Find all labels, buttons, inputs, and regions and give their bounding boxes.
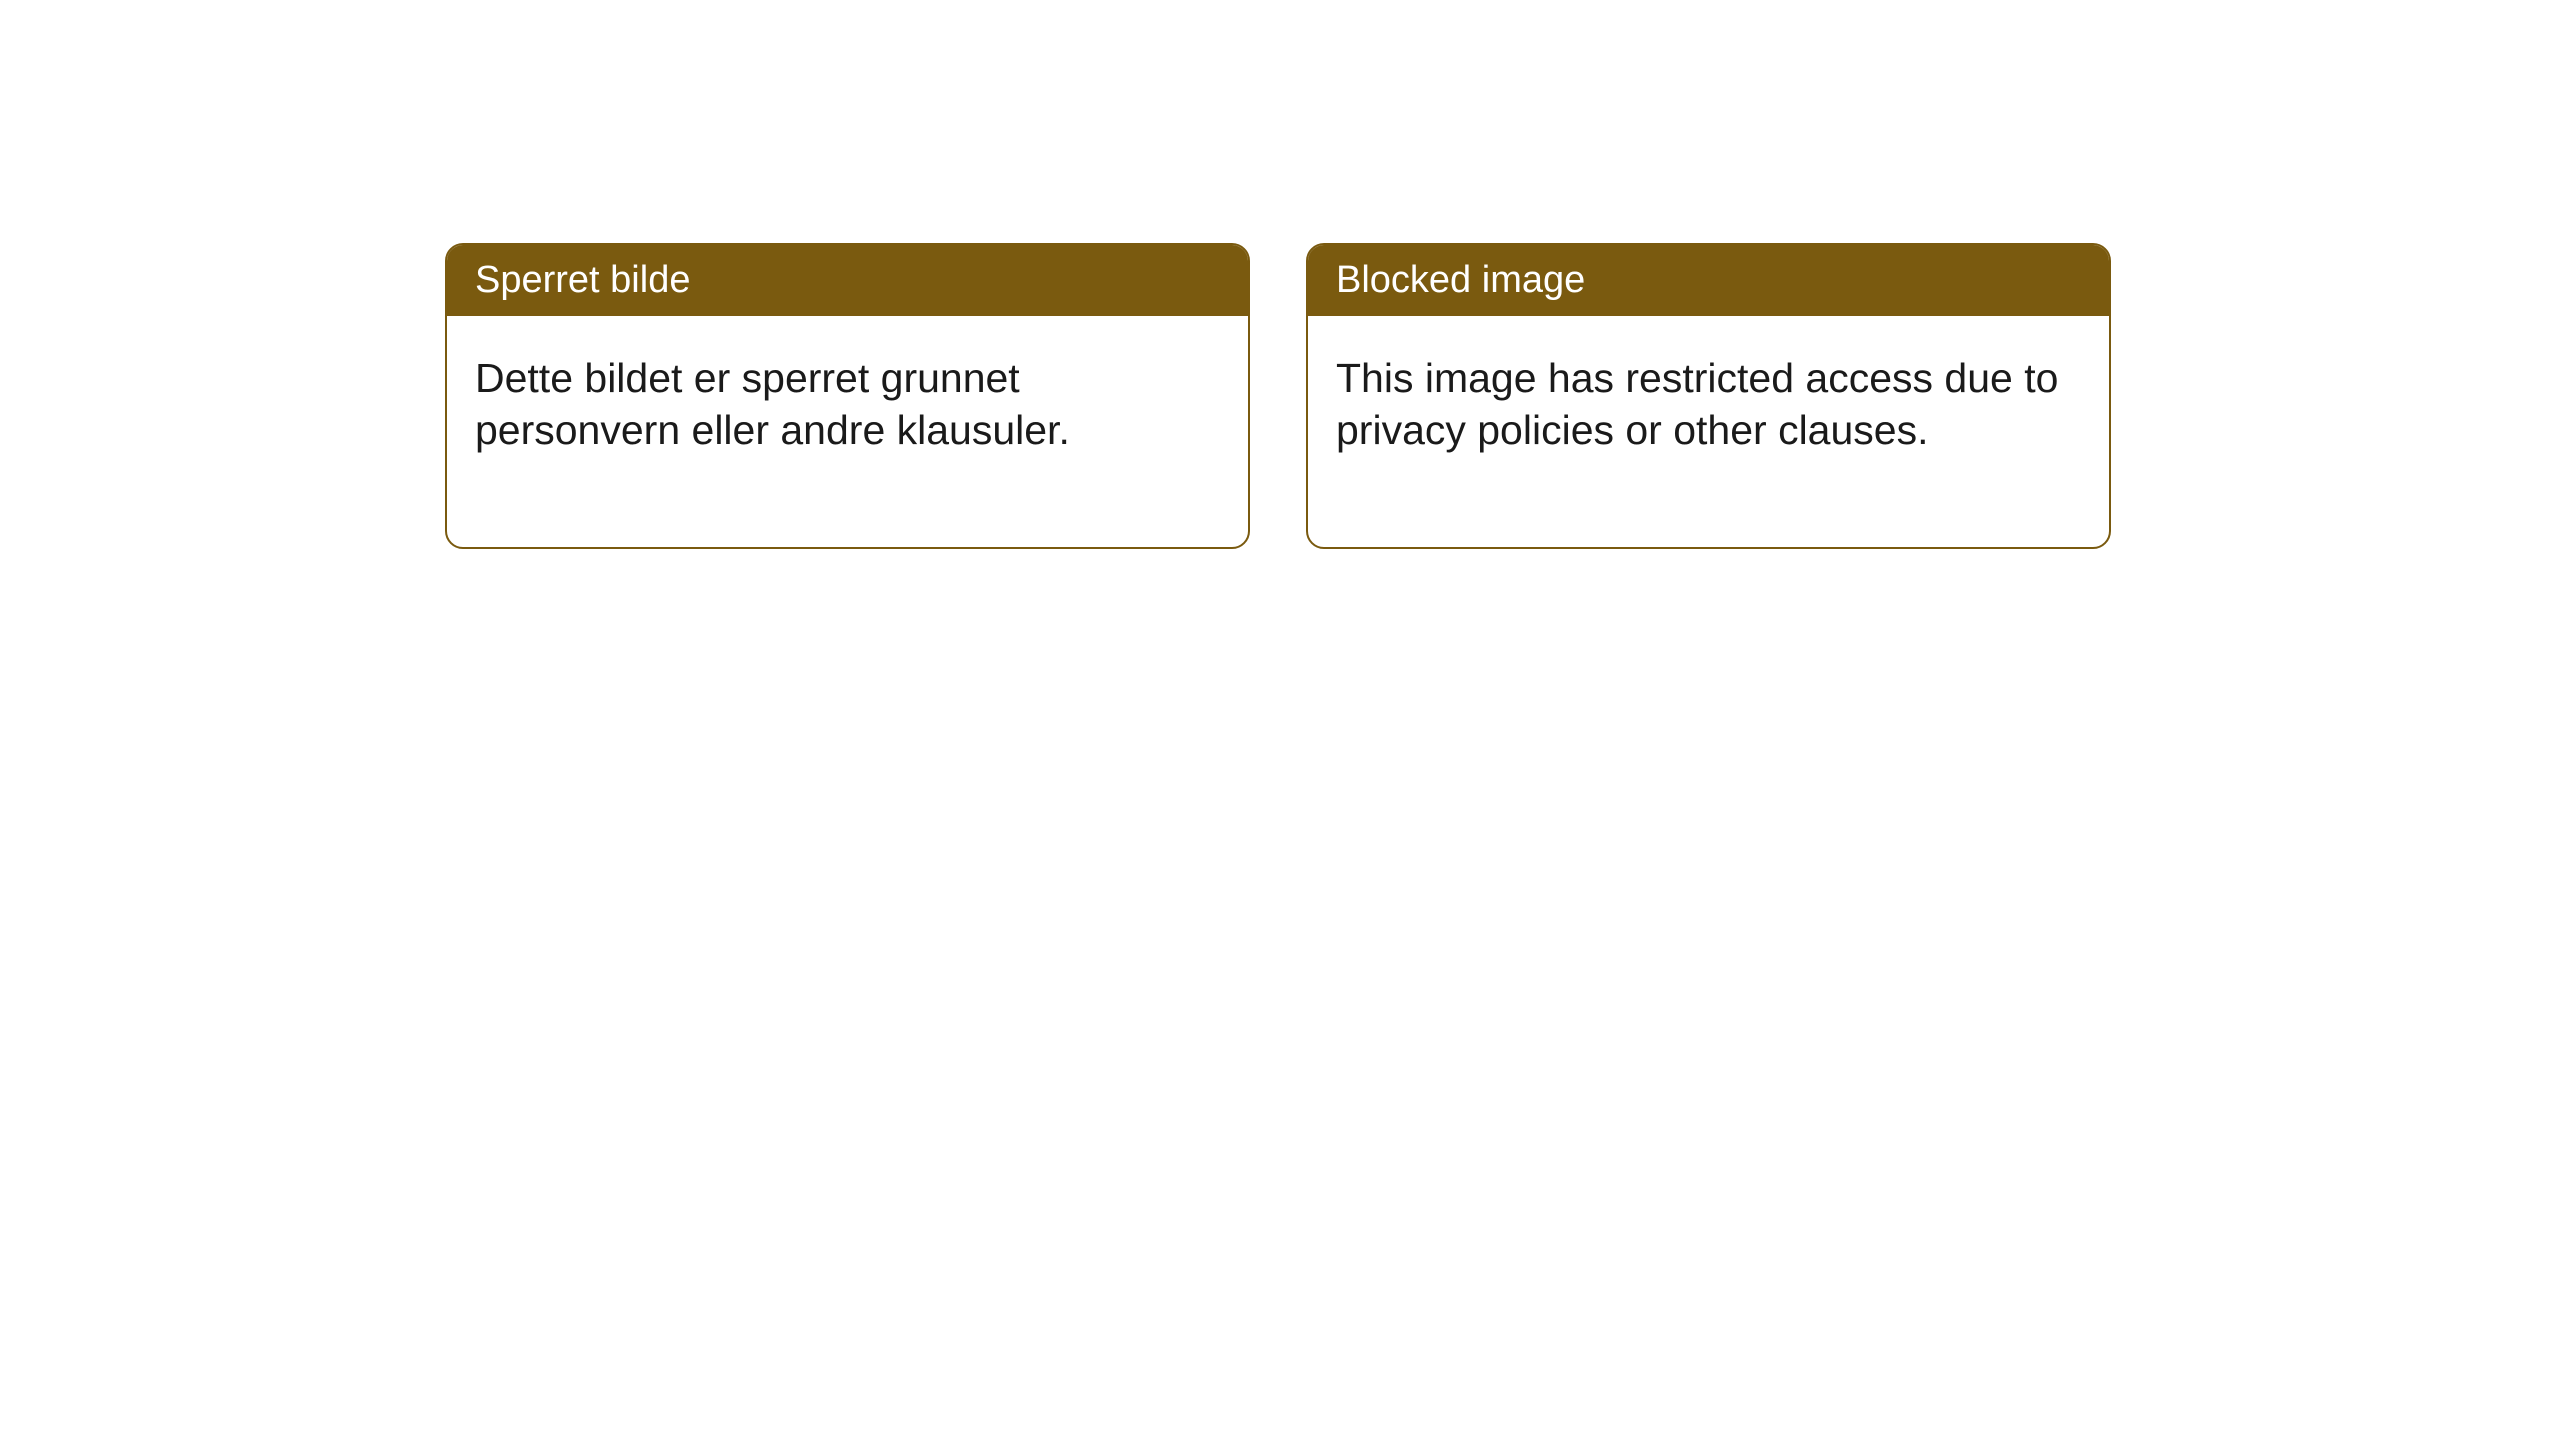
notice-card-norwegian: Sperret bilde Dette bildet er sperret gr… <box>445 243 1250 549</box>
notice-card-english: Blocked image This image has restricted … <box>1306 243 2111 549</box>
notice-body-text: Dette bildet er sperret grunnet personve… <box>475 355 1070 453</box>
notice-body-text: This image has restricted access due to … <box>1336 355 2058 453</box>
notice-container: Sperret bilde Dette bildet er sperret gr… <box>445 243 2111 549</box>
notice-title: Blocked image <box>1336 259 1585 301</box>
notice-body: This image has restricted access due to … <box>1308 316 2109 547</box>
notice-title: Sperret bilde <box>475 259 690 301</box>
notice-body: Dette bildet er sperret grunnet personve… <box>447 316 1248 547</box>
notice-header: Sperret bilde <box>447 245 1248 316</box>
notice-header: Blocked image <box>1308 245 2109 316</box>
